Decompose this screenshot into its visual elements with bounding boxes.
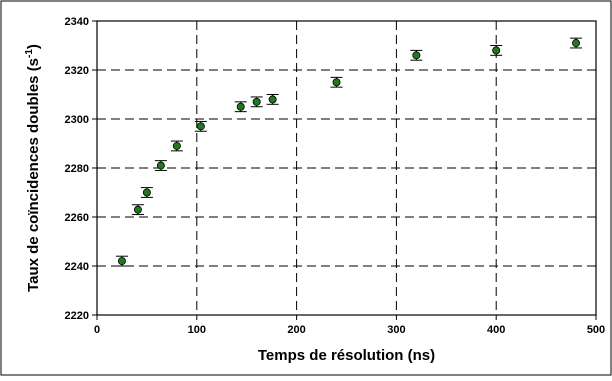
- data-point-group: [570, 37, 583, 49]
- y-axis-title-main: Taux de coïncidences doubles (s: [25, 58, 42, 292]
- data-point-group: [170, 140, 183, 152]
- y-axis-title: Taux de coïncidences doubles (s-1): [24, 44, 42, 292]
- x-tick-label: 400: [487, 324, 505, 336]
- data-point: [572, 39, 581, 48]
- data-point: [156, 161, 165, 170]
- y-tick-label: 2340: [65, 16, 89, 28]
- data-point-group: [410, 49, 423, 61]
- data-points: [115, 37, 583, 267]
- y-tick-label: 2260: [65, 212, 89, 224]
- data-point-group: [330, 76, 343, 88]
- data-point-group: [266, 94, 279, 105]
- y-tick-label: 2320: [65, 65, 89, 77]
- y-tick-label: 2300: [65, 114, 89, 126]
- x-axis-title: Temps de résolution (ns): [258, 347, 435, 364]
- grid: [97, 21, 596, 315]
- data-point-group: [131, 204, 144, 216]
- y-tick-label: 2240: [65, 261, 89, 273]
- data-point: [252, 97, 261, 106]
- data-point: [117, 257, 126, 266]
- data-point: [268, 95, 277, 104]
- y-tick-label: 2220: [65, 310, 89, 322]
- y-axis-title-suffix: ): [25, 44, 42, 49]
- data-point: [142, 188, 151, 197]
- data-point: [196, 122, 205, 131]
- data-point: [172, 141, 181, 150]
- x-tick-label: 300: [387, 324, 405, 336]
- axis-ticks: 0 100 200 300 400 500 2220 2240 2260 2280 2300 2320…: [65, 16, 606, 336]
- x-tick-label: 500: [587, 324, 605, 336]
- data-point: [412, 51, 421, 60]
- data-point: [332, 78, 341, 87]
- data-point-group: [234, 101, 247, 113]
- data-point: [133, 205, 142, 214]
- y-tick-label: 2280: [65, 163, 89, 175]
- x-tick-label: 100: [188, 324, 206, 336]
- data-point-group: [250, 96, 263, 108]
- x-tick-label: 0: [94, 324, 100, 336]
- x-tick-label: 200: [287, 324, 305, 336]
- data-point: [236, 102, 245, 111]
- data-point-group: [140, 187, 153, 198]
- y-axis-title-superscript: -1: [24, 49, 35, 58]
- data-point: [492, 46, 501, 55]
- data-point-group: [115, 255, 128, 267]
- data-point-group: [194, 120, 207, 132]
- data-point-group: [154, 160, 167, 171]
- data-point-group: [490, 45, 503, 56]
